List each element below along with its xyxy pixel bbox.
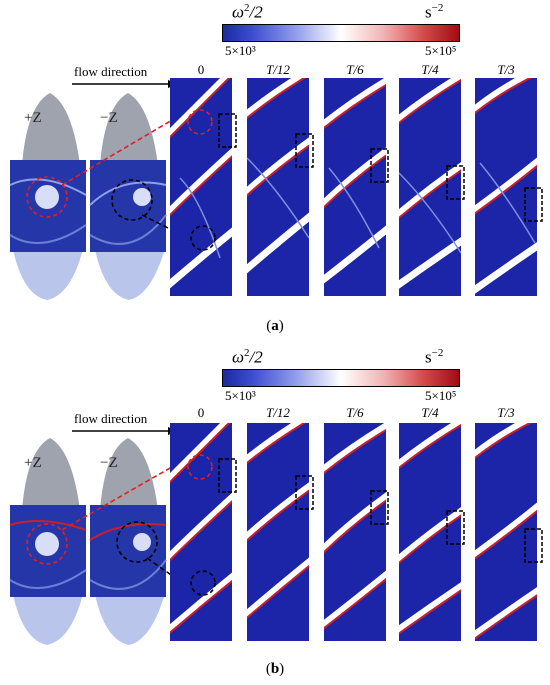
colorbar-max-label: 5×10⁵ <box>425 388 457 403</box>
frame-t3 <box>475 78 537 296</box>
colorbar-title: ω2/2 <box>232 2 263 22</box>
frame-t12 <box>247 423 309 641</box>
highlight-box-t3 <box>524 528 543 563</box>
colorbar <box>222 24 460 42</box>
time-label-t6: T/6 <box>346 405 364 420</box>
time-label-t12: T/12 <box>266 405 290 420</box>
colorbar-unit: s−2 <box>425 347 444 367</box>
view-label-minus-z: −Z <box>100 455 118 471</box>
time-label-t4: T/4 <box>421 405 439 420</box>
frame-t4 <box>399 78 461 296</box>
panel-b: ω2/2 s−2 5×10³ 5×10⁵ flow direction 0 T/… <box>0 345 550 685</box>
frame-t12 <box>247 78 309 296</box>
highlight-box-t4 <box>446 165 465 200</box>
blade-views-a <box>9 93 170 300</box>
highlight-box-0 <box>218 113 237 148</box>
highlight-box-t3 <box>524 187 543 222</box>
time-label-0: 0 <box>197 62 205 77</box>
caption-b: (b) <box>265 661 285 677</box>
frame-0 <box>170 423 232 641</box>
view-label-plus-z: +Z <box>24 455 42 471</box>
time-label-t3: T/3 <box>497 405 515 420</box>
panel-a: ω2/2 s−2 5×10³ 5×10⁵ flow direction 0 T/… <box>0 0 550 340</box>
colorbar-title: ω2/2 <box>232 347 263 367</box>
highlight-box-t12 <box>295 133 314 168</box>
highlight-box-t12 <box>295 475 314 510</box>
flow-direction-label: flow direction <box>74 411 148 426</box>
colorbar-min-label: 5×10³ <box>225 43 256 58</box>
time-label-t4: T/4 <box>421 62 439 77</box>
view-label-plus-z: +Z <box>24 110 42 126</box>
frame-t6 <box>324 78 386 296</box>
view-label-minus-z: −Z <box>100 110 118 126</box>
caption-a: (a) <box>266 318 284 334</box>
time-label-t3: T/3 <box>497 62 515 77</box>
frame-t4 <box>399 423 461 641</box>
frame-0 <box>170 78 232 296</box>
colorbar-max-label: 5×10⁵ <box>425 43 457 58</box>
frame-t3 <box>475 423 537 641</box>
highlight-box-0 <box>218 458 237 493</box>
highlight-box-t6 <box>370 490 389 525</box>
time-label-t6: T/6 <box>346 62 364 77</box>
frame-t6 <box>324 423 386 641</box>
colorbar-min-label: 5×10³ <box>225 388 256 403</box>
colorbar-unit: s−2 <box>425 2 444 22</box>
highlight-box-t6 <box>370 148 389 183</box>
highlight-box-t4 <box>446 510 465 545</box>
blade-views-b <box>9 438 170 645</box>
time-label-t12: T/12 <box>266 62 290 77</box>
flow-direction-label: flow direction <box>74 64 148 79</box>
colorbar <box>222 369 460 387</box>
time-label-0: 0 <box>197 405 205 420</box>
